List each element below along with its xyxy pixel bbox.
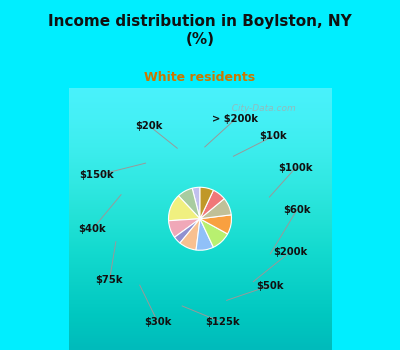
Wedge shape bbox=[200, 190, 224, 219]
Wedge shape bbox=[192, 187, 200, 219]
Text: $150k: $150k bbox=[79, 170, 114, 181]
Text: > $200k: > $200k bbox=[212, 114, 258, 124]
Wedge shape bbox=[200, 219, 228, 247]
Text: $100k: $100k bbox=[278, 162, 313, 173]
Text: $10k: $10k bbox=[260, 131, 287, 141]
Text: $125k: $125k bbox=[205, 317, 240, 328]
Wedge shape bbox=[180, 219, 200, 250]
Text: $30k: $30k bbox=[144, 317, 172, 328]
Wedge shape bbox=[196, 219, 214, 250]
Wedge shape bbox=[200, 199, 231, 219]
Text: Income distribution in Boylston, NY
(%): Income distribution in Boylston, NY (%) bbox=[48, 14, 352, 47]
Text: $200k: $200k bbox=[274, 246, 308, 257]
Text: $20k: $20k bbox=[135, 120, 162, 131]
Text: $40k: $40k bbox=[78, 224, 106, 234]
Text: $60k: $60k bbox=[283, 204, 311, 215]
Wedge shape bbox=[178, 188, 200, 219]
Text: White residents: White residents bbox=[144, 71, 256, 84]
Wedge shape bbox=[200, 187, 214, 219]
Text: $75k: $75k bbox=[96, 275, 123, 286]
Wedge shape bbox=[174, 219, 200, 243]
Wedge shape bbox=[168, 196, 200, 221]
Wedge shape bbox=[200, 215, 232, 234]
Wedge shape bbox=[168, 219, 200, 237]
Text: $50k: $50k bbox=[256, 281, 283, 291]
Text: City-Data.com: City-Data.com bbox=[226, 104, 295, 113]
